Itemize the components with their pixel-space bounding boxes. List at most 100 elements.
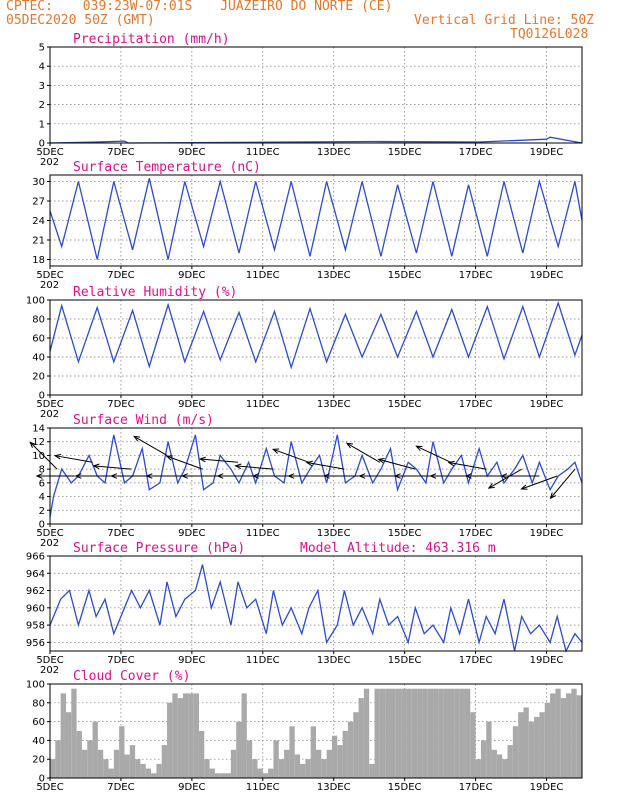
- wind-vector-head: [322, 473, 330, 479]
- cloud-bar: [395, 688, 402, 778]
- cloud-bar: [108, 768, 114, 778]
- cloud-bar: [342, 731, 348, 778]
- wind-vector-head: [345, 442, 353, 449]
- wind-vector-head: [92, 463, 100, 470]
- cloud-bar: [539, 712, 545, 778]
- y-tick-label: 6: [39, 478, 45, 489]
- x-tick-label: 15DEC: [388, 399, 422, 410]
- cloud-bar: [161, 745, 168, 778]
- cloud-bar: [459, 688, 465, 778]
- cloud-bar: [427, 688, 434, 778]
- y-tick-label: 18: [32, 255, 45, 266]
- cloud-bar: [422, 688, 428, 778]
- header-grid-note: Vertical Grid Line: 50Z: [414, 13, 595, 28]
- cloud-bar: [331, 735, 338, 778]
- cloud-bar: [417, 688, 423, 778]
- wind-vector: [273, 448, 310, 463]
- cloud-bar: [406, 688, 412, 778]
- series-line-3: [49, 434, 583, 518]
- cloud-bar: [204, 759, 210, 778]
- cloud-bar: [347, 721, 354, 778]
- panel-frame-0: [49, 46, 583, 144]
- wind-vector-head: [133, 435, 141, 442]
- cloud-bar: [576, 695, 582, 778]
- y-tick-label: 20: [32, 372, 45, 383]
- y-tick-label: 2: [39, 100, 45, 111]
- cloud-bar: [449, 688, 455, 778]
- wind-vector: [133, 435, 168, 456]
- y-tick-label: 100: [26, 680, 45, 691]
- cloud-bar: [496, 754, 503, 778]
- x-tick-label: 5DEC: [36, 399, 63, 410]
- cloud-bar: [209, 768, 215, 778]
- x-tick-label: 19DEC: [530, 782, 564, 793]
- y-tick-label: 60: [32, 334, 45, 345]
- x-tick-label: 9DEC: [178, 655, 205, 666]
- wind-vector: [55, 455, 93, 463]
- wind-vector: [550, 468, 576, 499]
- y-tick-label: 21: [32, 236, 45, 247]
- cloud-bar: [246, 740, 253, 778]
- cloud-bar: [326, 749, 332, 778]
- header-model-code: TQ0126L028: [510, 27, 589, 42]
- x-tick-label: 17DEC: [459, 399, 493, 410]
- y-tick-label: 30: [32, 177, 45, 188]
- x-tick-label: 11DEC: [246, 147, 280, 158]
- y-tick-label: 8: [39, 465, 45, 476]
- x-tick-label: 11DEC: [246, 782, 280, 793]
- x-tick-label: 11DEC: [246, 399, 280, 410]
- x-tick-label: 7DEC: [107, 782, 134, 793]
- cloud-bar: [502, 759, 508, 778]
- wind-vector-head: [377, 457, 385, 464]
- cloud-bar: [385, 688, 391, 778]
- y-tick-label: 2: [39, 506, 45, 517]
- x-tick-label: 7DEC: [107, 147, 134, 158]
- x-tick-label: 13DEC: [317, 782, 351, 793]
- x-tick-label: 13DEC: [317, 528, 351, 539]
- cloud-bar: [358, 698, 364, 778]
- cloud-bar: [119, 726, 125, 778]
- cloud-bar: [129, 745, 136, 778]
- panel-title-4: Surface Pressure (hPa): [73, 541, 245, 556]
- x-tick-label: 17DEC: [459, 270, 493, 281]
- x-tick-label: 15DEC: [388, 270, 422, 281]
- cloud-bar: [167, 702, 173, 778]
- y-tick-label: 958: [26, 621, 45, 632]
- x-tick-partial: 202: [40, 409, 59, 420]
- panel-annotation: Model Altitude: 463.316 m: [300, 541, 496, 556]
- cloud-bar: [278, 759, 285, 778]
- wind-vector-head: [110, 473, 118, 479]
- x-tick-label: 15DEC: [388, 782, 422, 793]
- y-tick-label: 0: [39, 774, 45, 785]
- y-tick-label: 0: [39, 391, 45, 402]
- y-tick-label: 100: [26, 296, 45, 307]
- y-tick-label: 0: [39, 139, 45, 150]
- wind-vector-head: [464, 473, 472, 479]
- y-tick-label: 60: [32, 717, 45, 728]
- cloud-bar: [518, 712, 524, 778]
- y-tick-label: 24: [32, 216, 45, 227]
- wind-vector: [93, 465, 132, 470]
- cloud-bar: [550, 693, 556, 778]
- y-tick-label: 14: [32, 424, 45, 435]
- cloud-bar: [401, 688, 407, 778]
- cloud-bar: [257, 768, 263, 778]
- cloud-bar: [252, 759, 258, 778]
- cloud-bar: [470, 712, 476, 778]
- cloud-bar: [289, 726, 295, 778]
- cloud-bar: [560, 698, 567, 778]
- wind-vector: [235, 465, 274, 470]
- cloud-bar: [140, 763, 146, 778]
- y-tick-label: 962: [26, 586, 45, 597]
- wind-vector: [378, 458, 416, 470]
- cloud-bar: [534, 716, 540, 778]
- y-tick-label: 0: [39, 520, 45, 531]
- wind-vector-head: [251, 473, 259, 479]
- wind-vector-head: [429, 473, 437, 479]
- cloud-bar: [151, 773, 157, 778]
- y-tick-label: 40: [32, 353, 45, 364]
- x-tick-label: 5DEC: [36, 528, 63, 539]
- x-tick-label: 5DEC: [36, 270, 63, 281]
- y-tick-label: 966: [26, 552, 45, 563]
- series-line-2: [49, 300, 583, 370]
